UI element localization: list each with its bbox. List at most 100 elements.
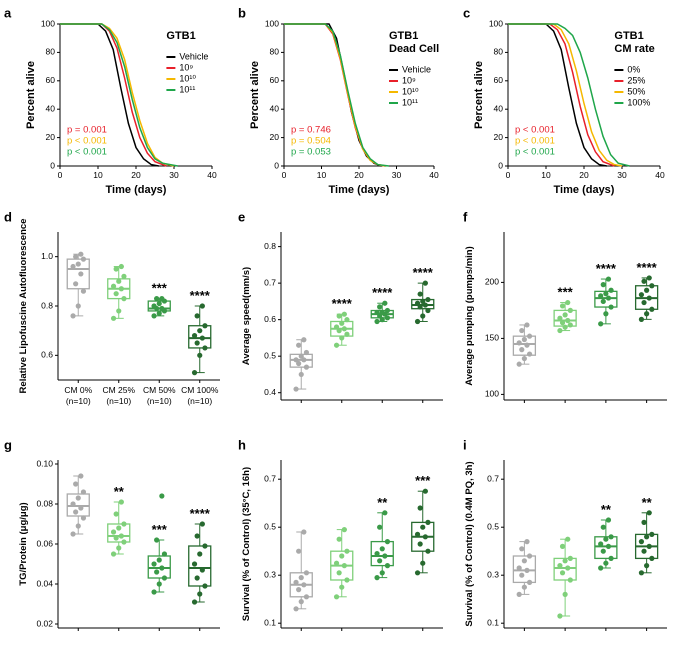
y-tick-label: 0.02 [36,618,53,628]
box-iqr [188,545,212,587]
y-tick-label: 100 [489,18,503,28]
data-point [422,302,428,308]
data-point [303,349,310,356]
data-point [301,529,307,535]
y-tick-label: 0.7 [487,473,499,483]
data-point [194,575,200,581]
data-point [374,575,380,581]
data-point [377,558,383,564]
data-point [417,505,423,511]
x-tick-label: 30 [617,170,627,180]
significance-label: ** [377,495,388,510]
data-point [333,342,340,348]
y-axis-label: Percent alive [473,61,485,129]
y-tick-label: 0.3 [487,569,499,579]
legend-label: 100% [627,97,650,107]
data-point [161,575,168,581]
data-point [524,322,530,328]
y-tick-label: 80 [46,47,56,57]
y-tick-label: 20 [270,132,280,142]
y-tick-label: 80 [270,47,280,57]
data-point [110,529,117,535]
data-point [336,536,342,542]
data-point [116,308,122,314]
data-point [341,311,347,317]
data-point [382,300,388,306]
data-point [649,283,655,289]
y-axis-label: Survival (% of Control) (35°C, 16h) [241,467,252,621]
data-point [339,335,345,341]
data-point [78,271,84,277]
data-point [301,337,307,343]
panel-b: b 0 20 40 60 80 100 0 10 20 30 40 Time (days) Percent… [238,5,439,196]
data-point [644,563,650,569]
category-label: CM 100% [181,385,219,395]
y-tick-label: 0.5 [264,350,276,360]
data-point [605,517,612,523]
y-tick-label: 60 [270,75,280,85]
data-point [379,570,385,576]
p-value-label: p < 0.001 [67,147,107,158]
data-point [414,570,421,576]
y-tick-label: 20 [494,132,504,142]
data-point [600,524,606,530]
p-value-label: p = 0.053 [291,147,331,158]
data-point [121,521,127,527]
data-point [197,352,203,358]
data-point [422,280,428,286]
data-point [519,327,525,334]
data-point [73,481,79,487]
x-tick-label: 40 [207,170,217,180]
data-point [341,527,347,533]
data-point [422,534,428,540]
data-point [567,322,573,328]
y-tick-label: 0.7 [264,277,276,287]
data-point [519,347,525,353]
data-point [339,584,345,590]
data-point [384,563,391,569]
panel-label-b: b [238,5,246,20]
data-point [78,473,84,479]
data-point [121,273,127,279]
data-point [414,300,421,306]
y-tick-label: 0.5 [487,521,499,531]
y-tick-label: 40 [494,103,504,113]
legend-label: Vehicle [179,51,208,61]
data-point [526,351,533,357]
data-point [603,560,609,566]
data-point [524,342,530,348]
data-point [70,313,76,319]
y-tick-label: 60 [46,75,56,85]
data-point [641,299,647,306]
data-point [379,317,385,323]
y-tick-label: 60 [494,75,504,85]
data-point [524,539,530,545]
data-point [118,533,124,539]
data-point [608,534,614,540]
significance-label: **** [637,260,658,275]
data-point [646,295,652,301]
data-point [374,318,380,325]
data-point [559,570,566,576]
y-axis-label: Percent alive [25,61,37,129]
data-point [516,565,522,571]
data-point [422,488,428,494]
p-value-label: p < 0.001 [67,136,107,147]
data-point [159,565,165,571]
significance-label: *** [415,473,431,488]
data-point [641,278,647,284]
data-point [159,305,165,312]
data-point [384,307,391,314]
data-point [524,567,530,574]
data-point [562,312,568,318]
data-point [199,567,205,573]
data-point [420,524,426,530]
panel-a: a 0 20 40 60 80 100 0 10 20 30 40 Time (days) Percent… [4,5,217,196]
data-point [644,311,650,317]
data-point [116,278,122,284]
data-point [333,560,340,566]
data-point [519,572,525,578]
category-note: (n=10) [106,396,131,406]
data-point [559,320,566,326]
survival-curve-3 [284,23,390,167]
